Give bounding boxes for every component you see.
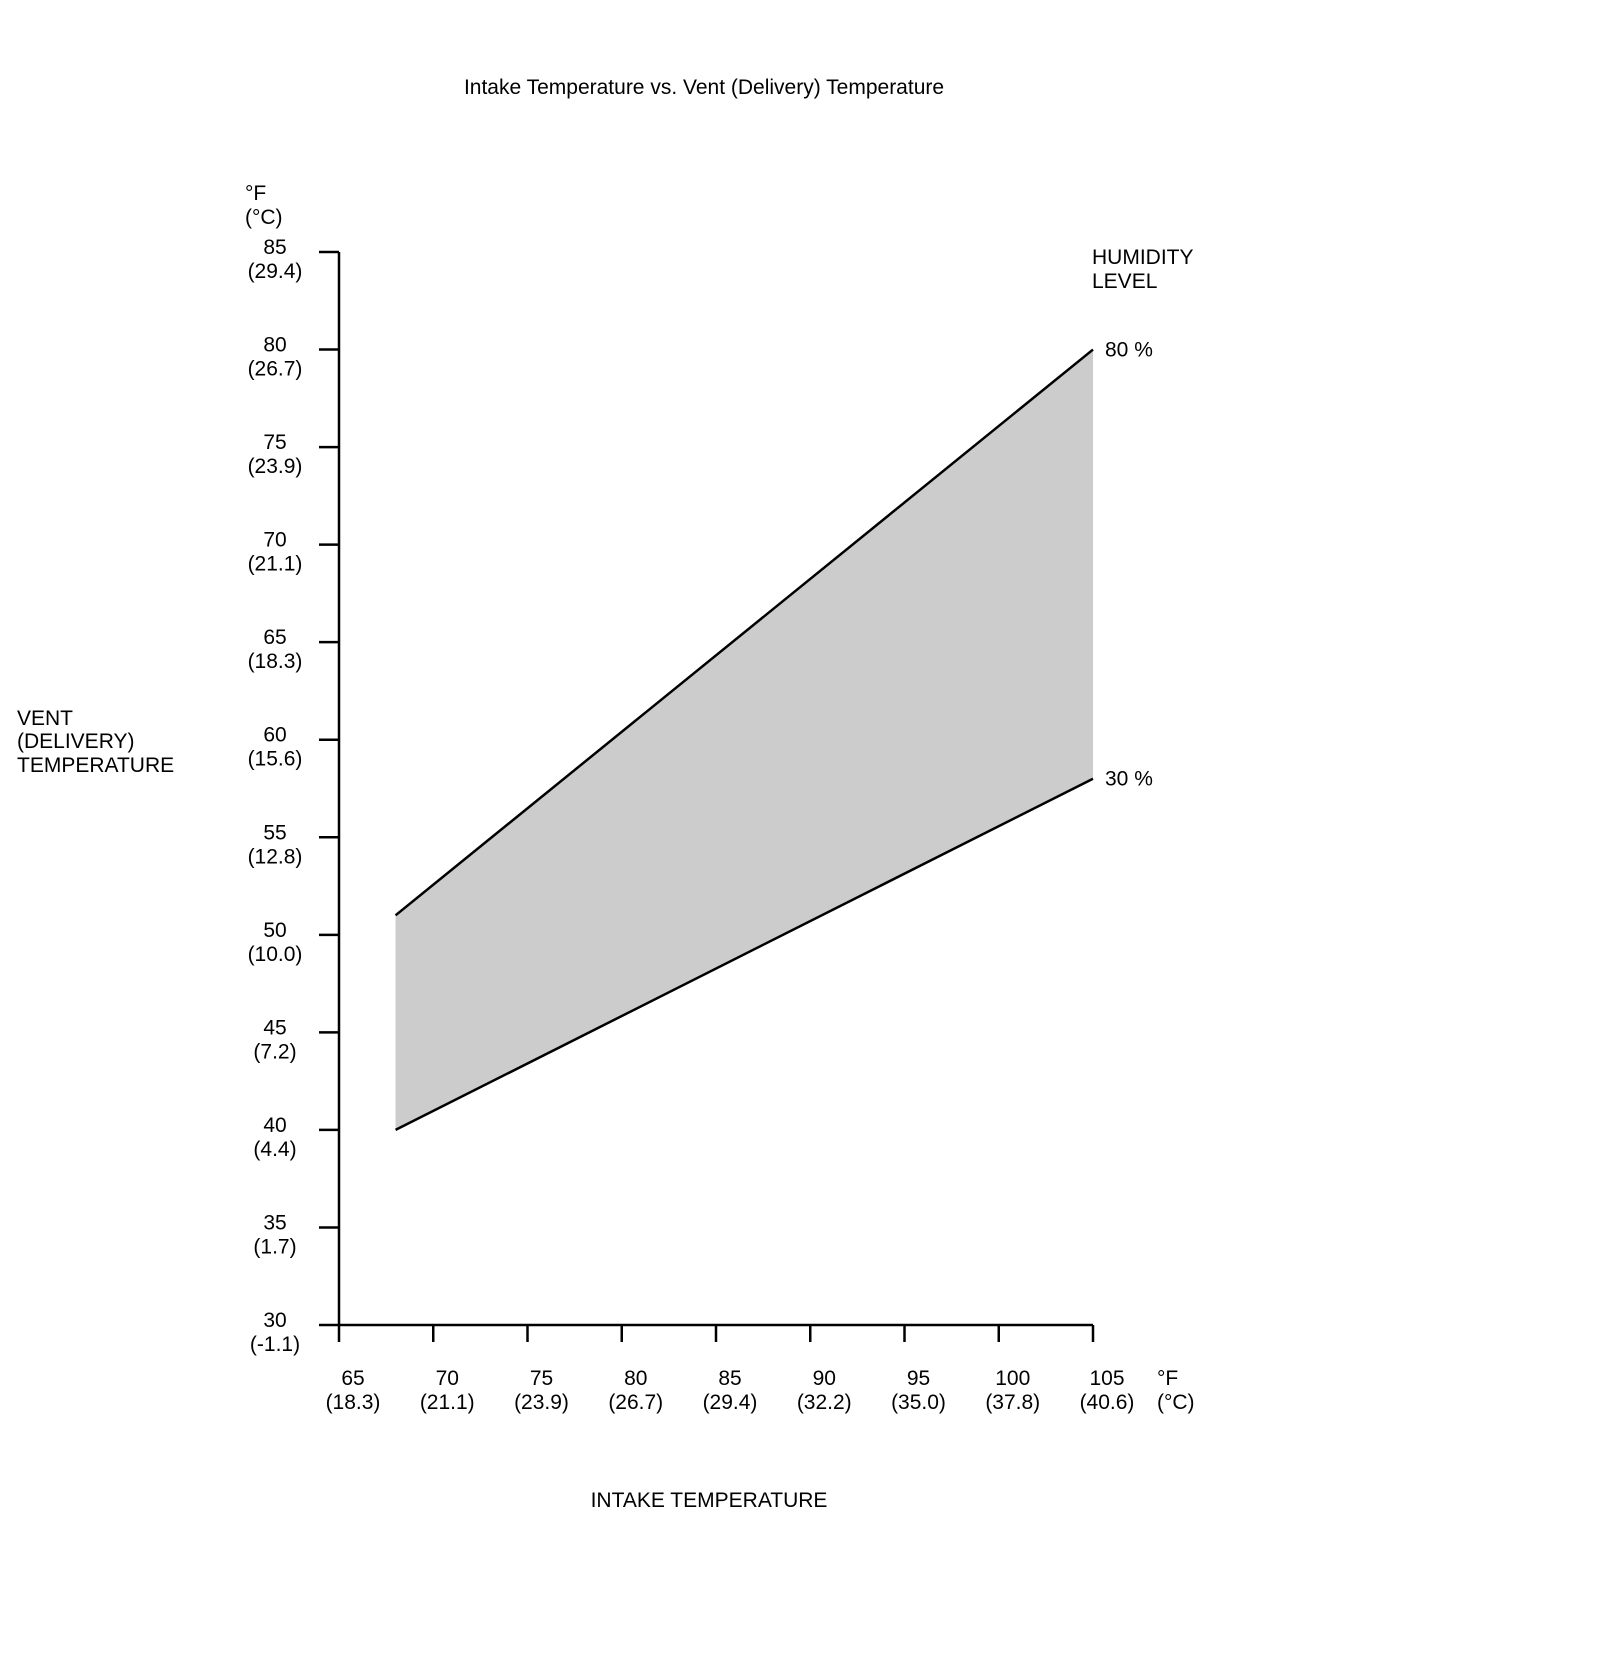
x-tick-label: (35.0) bbox=[891, 1391, 946, 1414]
chart-title: Intake Temperature vs. Vent (Delivery) T… bbox=[464, 76, 944, 99]
y-tick-label: 85 bbox=[263, 236, 286, 259]
x-axis-title: INTAKE TEMPERATURE bbox=[591, 1489, 828, 1512]
x-tick-label: 105 bbox=[1089, 1367, 1124, 1390]
x-unit: (°C) bbox=[1157, 1391, 1195, 1414]
y-tick-label: 65 bbox=[263, 626, 286, 649]
y-tick-label: 50 bbox=[263, 919, 286, 942]
x-unit: °F bbox=[1157, 1367, 1178, 1390]
x-tick-label: (26.7) bbox=[608, 1391, 663, 1414]
x-tick-label: 85 bbox=[718, 1367, 741, 1390]
y-tick-label: (10.0) bbox=[248, 943, 303, 966]
y-tick-label: 60 bbox=[263, 724, 286, 747]
x-tick-label: 70 bbox=[436, 1367, 459, 1390]
x-tick-label: 95 bbox=[907, 1367, 930, 1390]
y-tick-label: (21.1) bbox=[248, 553, 303, 576]
y-tick-label: 55 bbox=[263, 821, 286, 844]
band-fill bbox=[395, 349, 1093, 1130]
y-tick-label: (12.8) bbox=[248, 845, 303, 868]
y-tick-label: (-1.1) bbox=[250, 1333, 300, 1356]
y-axis-title: (DELIVERY) bbox=[17, 730, 134, 753]
y-unit: °F bbox=[245, 182, 266, 205]
y-tick-label: 45 bbox=[263, 1016, 286, 1039]
x-tick-label: 65 bbox=[341, 1367, 364, 1390]
y-tick-label: (1.7) bbox=[253, 1235, 296, 1258]
y-tick-label: 80 bbox=[263, 334, 286, 357]
x-tick-label: (23.9) bbox=[514, 1391, 569, 1414]
x-tick-label: (40.6) bbox=[1080, 1391, 1135, 1414]
y-unit: (°C) bbox=[245, 206, 283, 229]
x-tick-label: (32.2) bbox=[797, 1391, 852, 1414]
x-tick-label: (29.4) bbox=[703, 1391, 758, 1414]
y-tick-label: 30 bbox=[263, 1309, 286, 1332]
series-line bbox=[394, 777, 1094, 1132]
series-line bbox=[394, 348, 1094, 917]
y-tick-label: 40 bbox=[263, 1114, 286, 1137]
x-tick-label: (18.3) bbox=[326, 1391, 381, 1414]
x-tick-label: (37.8) bbox=[985, 1391, 1040, 1414]
y-tick-label: (23.9) bbox=[248, 455, 303, 478]
y-tick-label: (18.3) bbox=[248, 650, 303, 673]
legend-title: HUMIDITY bbox=[1092, 246, 1194, 269]
y-tick-label: (26.7) bbox=[248, 358, 303, 381]
y-tick-label: (29.4) bbox=[248, 260, 303, 283]
y-axis-title: TEMPERATURE bbox=[17, 754, 174, 777]
y-tick-label: 70 bbox=[263, 529, 286, 552]
y-tick-label: (4.4) bbox=[253, 1138, 296, 1161]
series-label: 80 % bbox=[1105, 339, 1153, 362]
y-tick-label: (7.2) bbox=[253, 1040, 296, 1063]
y-axis-title: VENT bbox=[17, 707, 73, 730]
x-tick-label: 90 bbox=[813, 1367, 836, 1390]
y-tick-label: (15.6) bbox=[248, 748, 303, 771]
x-tick-label: 80 bbox=[624, 1367, 647, 1390]
x-tick-label: 100 bbox=[995, 1367, 1030, 1390]
y-tick-label: 75 bbox=[263, 431, 286, 454]
legend-title: LEVEL bbox=[1092, 270, 1157, 293]
x-tick-label: 75 bbox=[530, 1367, 553, 1390]
y-tick-label: 35 bbox=[263, 1211, 286, 1234]
x-tick-label: (21.1) bbox=[420, 1391, 475, 1414]
series-label: 30 % bbox=[1105, 768, 1153, 791]
